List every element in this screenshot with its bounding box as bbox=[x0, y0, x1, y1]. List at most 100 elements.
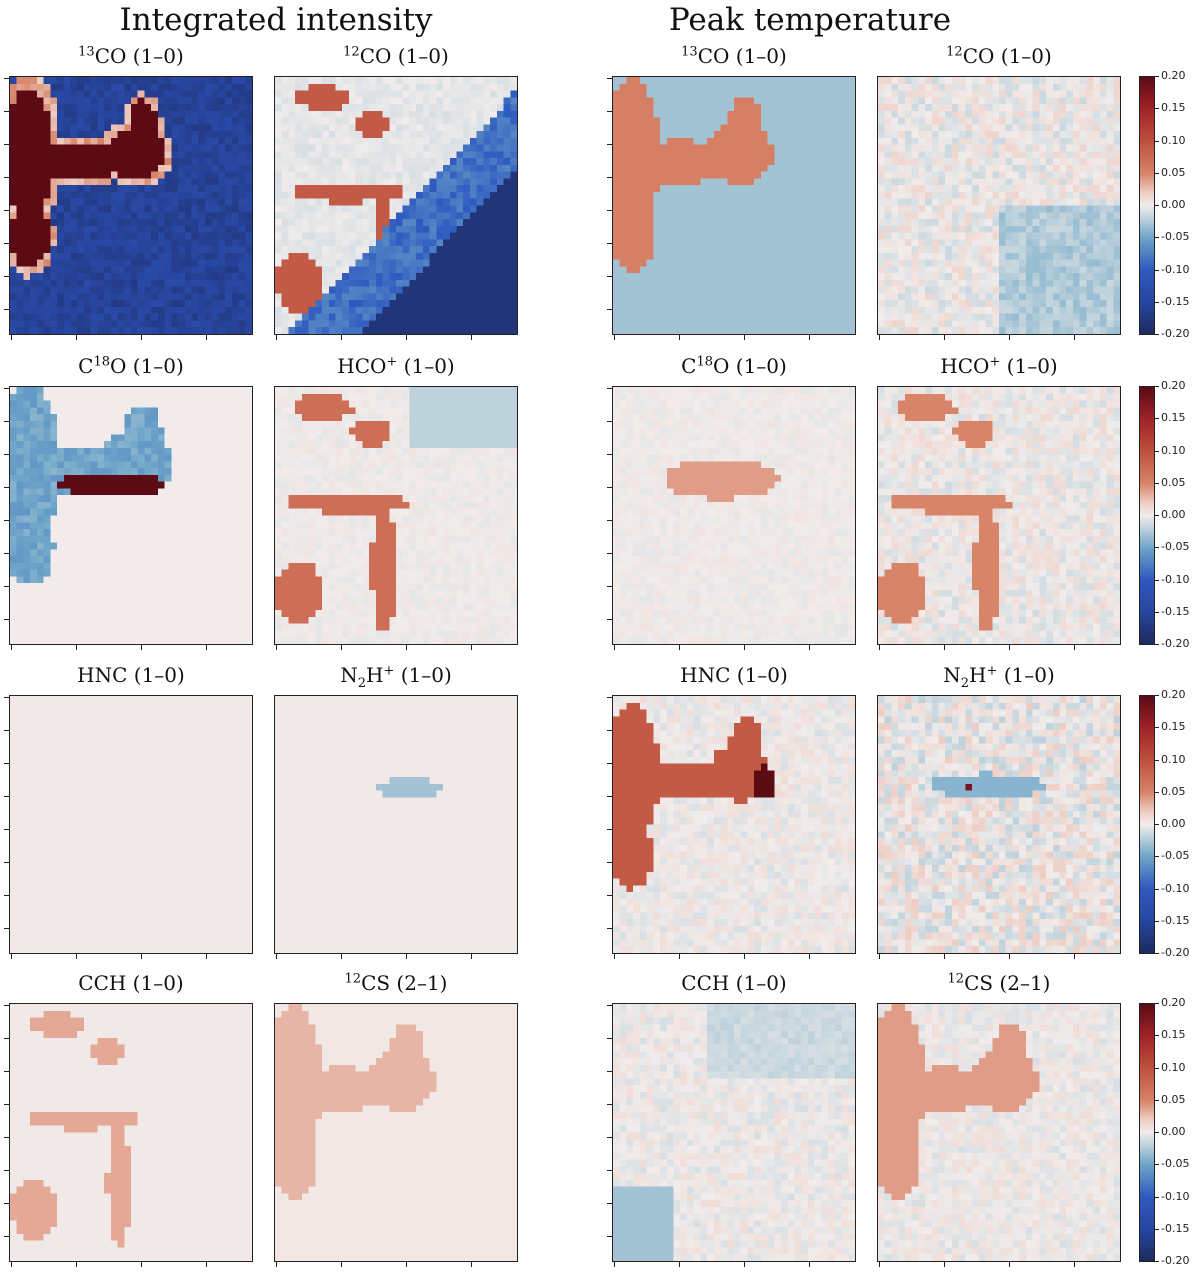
heatmap-canvas-9 bbox=[275, 696, 517, 953]
x-tick bbox=[809, 1262, 810, 1267]
colorbar-tick-label: 0.10 bbox=[1161, 133, 1186, 147]
x-tick bbox=[76, 335, 77, 340]
heatmap-panel-5 bbox=[274, 386, 518, 645]
y-tick bbox=[4, 1071, 9, 1072]
colorbar-tick bbox=[1155, 172, 1159, 174]
y-tick bbox=[4, 177, 9, 178]
heatmap-canvas-5 bbox=[275, 387, 517, 644]
colorbar-tick bbox=[1155, 450, 1159, 452]
y-tick bbox=[607, 796, 612, 797]
y-tick bbox=[4, 309, 9, 310]
y-tick bbox=[607, 276, 612, 277]
colorbar-tick-label: -0.15 bbox=[1161, 604, 1190, 618]
x-tick bbox=[944, 1262, 945, 1267]
colorbar-tick bbox=[1155, 824, 1159, 825]
heatmap-panel-2 bbox=[612, 76, 856, 335]
colorbar-tick bbox=[1155, 386, 1159, 387]
heatmap-panel-7 bbox=[877, 386, 1121, 645]
colorbar-tick-label: 0.10 bbox=[1161, 443, 1186, 457]
heatmap-panel-3 bbox=[877, 76, 1121, 335]
heatmap-panel-0 bbox=[9, 76, 253, 335]
colorbar-1 bbox=[1139, 386, 1155, 645]
colorbar-tick-label: 0.15 bbox=[1161, 101, 1186, 115]
x-tick bbox=[341, 1262, 342, 1267]
colorbar-tick bbox=[1155, 1196, 1159, 1198]
colorbar-tick bbox=[1155, 76, 1159, 77]
colorbar-tick-label: -0.20 bbox=[1161, 1254, 1190, 1267]
colorbar-tick bbox=[1155, 1067, 1159, 1069]
y-tick bbox=[607, 1170, 612, 1171]
heatmap-canvas-2 bbox=[613, 77, 855, 334]
y-tick bbox=[607, 1137, 612, 1138]
heatmap-panel-15 bbox=[877, 1003, 1121, 1262]
y-tick bbox=[4, 829, 9, 830]
x-tick bbox=[276, 1262, 277, 1267]
x-tick bbox=[1074, 954, 1075, 959]
colorbar-tick bbox=[1155, 759, 1159, 761]
colorbar-tick-label: 0.20 bbox=[1161, 69, 1186, 82]
x-tick bbox=[276, 954, 277, 959]
colorbar-tick bbox=[1155, 418, 1159, 420]
heatmap-canvas-14 bbox=[613, 1004, 855, 1261]
y-tick bbox=[4, 1236, 9, 1237]
x-tick bbox=[471, 954, 472, 959]
colorbar-tick-label: -0.20 bbox=[1161, 327, 1190, 340]
colorbar-tick bbox=[1155, 1261, 1159, 1262]
heatmap-canvas-12 bbox=[10, 1004, 252, 1261]
y-tick bbox=[4, 520, 9, 521]
y-tick bbox=[4, 421, 9, 422]
y-tick bbox=[4, 619, 9, 620]
colorbar-tick-label: 0.20 bbox=[1161, 996, 1186, 1009]
panel-title-2: 13CO (1–0) bbox=[681, 44, 787, 68]
y-tick bbox=[607, 1005, 612, 1006]
colorbar-tick-label: 0.15 bbox=[1161, 720, 1186, 734]
y-tick bbox=[4, 796, 9, 797]
x-tick bbox=[141, 1262, 142, 1267]
colorbar-tick bbox=[1155, 1164, 1159, 1166]
x-tick bbox=[276, 335, 277, 340]
colorbar-tick-label: 0.00 bbox=[1161, 817, 1186, 830]
x-tick bbox=[141, 954, 142, 959]
heatmap-panel-4 bbox=[9, 386, 253, 645]
colorbar-tick-label: 0.05 bbox=[1161, 784, 1186, 798]
y-tick bbox=[607, 586, 612, 587]
y-tick bbox=[607, 487, 612, 488]
colorbar-tick bbox=[1155, 611, 1159, 613]
y-tick bbox=[4, 111, 9, 112]
x-tick bbox=[614, 1262, 615, 1267]
colorbar-tick bbox=[1155, 205, 1159, 206]
y-tick bbox=[607, 862, 612, 863]
colorbar-tick-label: 0.00 bbox=[1161, 1125, 1186, 1138]
colorbar-tick bbox=[1155, 1228, 1159, 1230]
y-tick bbox=[607, 697, 612, 698]
x-tick bbox=[744, 1262, 745, 1267]
colorbar-tick-label: -0.20 bbox=[1161, 946, 1190, 959]
x-tick bbox=[341, 954, 342, 959]
colorbar-tick bbox=[1155, 108, 1159, 110]
y-tick bbox=[607, 454, 612, 455]
colorbar-tick-label: -0.10 bbox=[1161, 262, 1190, 276]
y-tick bbox=[4, 553, 9, 554]
y-tick bbox=[4, 243, 9, 244]
x-tick bbox=[11, 954, 12, 959]
x-tick bbox=[1009, 335, 1010, 340]
heatmap-panel-1 bbox=[274, 76, 518, 335]
x-tick bbox=[679, 1262, 680, 1267]
colorbar-tick-label: -0.15 bbox=[1161, 1221, 1190, 1235]
panel-title-4: C18O (1–0) bbox=[78, 354, 184, 378]
colorbar-tick-label: -0.05 bbox=[1161, 849, 1190, 863]
y-tick bbox=[607, 210, 612, 211]
y-tick bbox=[607, 243, 612, 244]
heatmap-canvas-0 bbox=[10, 77, 252, 334]
x-tick bbox=[76, 1262, 77, 1267]
x-tick bbox=[471, 335, 472, 340]
x-tick bbox=[406, 645, 407, 650]
x-tick bbox=[809, 335, 810, 340]
colorbar-tick bbox=[1155, 727, 1159, 729]
colorbar-tick bbox=[1155, 482, 1159, 484]
colorbar-tick bbox=[1155, 1003, 1159, 1004]
heatmap-panel-6 bbox=[612, 386, 856, 645]
x-tick bbox=[11, 1262, 12, 1267]
panel-title-6: C18O (1–0) bbox=[681, 354, 787, 378]
y-tick bbox=[4, 763, 9, 764]
